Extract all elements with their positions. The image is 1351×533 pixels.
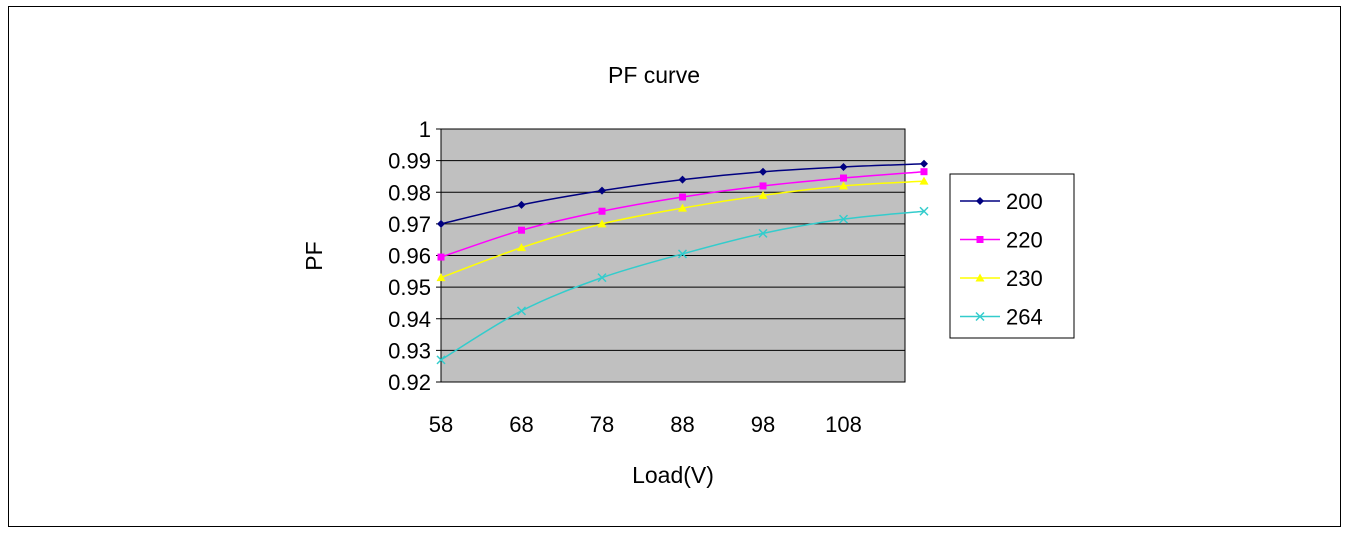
data-point bbox=[516, 306, 527, 316]
data-point bbox=[437, 253, 445, 261]
data-point bbox=[758, 190, 768, 199]
x-tick-label: 68 bbox=[509, 412, 533, 437]
y-axis-label: PF bbox=[301, 241, 327, 270]
legend-label: 230 bbox=[1006, 266, 1043, 291]
y-tick-label: 0.97 bbox=[388, 212, 431, 237]
x-tick-label: 98 bbox=[751, 412, 775, 437]
legend-swatch-marker bbox=[976, 197, 984, 205]
data-point bbox=[679, 193, 686, 201]
legend-label: 200 bbox=[1006, 189, 1043, 214]
legend-item-230: 230 bbox=[960, 266, 1043, 291]
series-230 bbox=[436, 176, 929, 282]
legend: 200 220 230 264 bbox=[949, 173, 1075, 339]
series-layer bbox=[436, 159, 929, 365]
x-axis-label: Load(V) bbox=[632, 462, 714, 488]
y-tick-label: 0.95 bbox=[388, 275, 431, 300]
data-point bbox=[518, 226, 525, 234]
data-point bbox=[758, 228, 768, 238]
data-point bbox=[678, 175, 687, 184]
x-tick-label: 78 bbox=[590, 412, 614, 437]
data-point bbox=[517, 200, 526, 209]
y-tick-label: 1 bbox=[419, 117, 431, 142]
data-point bbox=[838, 214, 849, 224]
data-point bbox=[759, 167, 767, 176]
data-point bbox=[598, 207, 606, 215]
legend-label: 220 bbox=[1006, 228, 1043, 253]
legend-swatch-marker bbox=[976, 236, 984, 243]
data-point bbox=[920, 159, 928, 168]
legend-swatch-marker bbox=[975, 273, 985, 282]
legend-item-264: 264 bbox=[960, 305, 1043, 330]
data-point bbox=[919, 206, 929, 216]
y-tick-label: 0.93 bbox=[388, 338, 431, 363]
data-point bbox=[839, 181, 848, 190]
data-point bbox=[437, 219, 445, 228]
y-axis: 0.92 0.93 0.94 0.95 0.96 0.97 0.98 0.99 1 bbox=[388, 117, 441, 395]
legend-swatch-marker bbox=[975, 311, 985, 322]
y-tick-label: 0.94 bbox=[388, 307, 431, 332]
data-point bbox=[597, 273, 607, 283]
legend-label: 264 bbox=[1006, 305, 1043, 330]
data-point bbox=[759, 182, 767, 190]
legend-item-220: 220 bbox=[960, 228, 1043, 253]
legend-item-200: 200 bbox=[960, 189, 1043, 214]
data-point bbox=[840, 174, 847, 182]
y-tick-label: 0.99 bbox=[388, 149, 431, 174]
x-axis: 58 68 78 88 98 108 bbox=[429, 412, 862, 437]
x-tick-label: 58 bbox=[429, 412, 453, 437]
data-point bbox=[678, 203, 687, 212]
series-264 bbox=[436, 206, 929, 365]
data-point bbox=[920, 168, 928, 176]
y-tick-label: 0.98 bbox=[388, 180, 431, 205]
data-point bbox=[839, 162, 848, 171]
data-point bbox=[677, 249, 688, 259]
data-point bbox=[436, 273, 446, 282]
series-200 bbox=[437, 159, 928, 228]
x-tick-label: 88 bbox=[670, 412, 694, 437]
y-tick-label: 0.96 bbox=[388, 244, 431, 269]
data-point bbox=[598, 186, 606, 195]
series-220 bbox=[437, 168, 928, 261]
chart-title: PF curve bbox=[608, 62, 700, 88]
y-tick-label: 0.92 bbox=[388, 370, 431, 395]
data-point bbox=[597, 219, 607, 228]
data-point bbox=[919, 176, 929, 185]
data-point bbox=[517, 243, 526, 252]
x-tick-label: 108 bbox=[825, 412, 862, 437]
grid-lines bbox=[441, 160, 905, 351]
data-point bbox=[436, 355, 446, 365]
